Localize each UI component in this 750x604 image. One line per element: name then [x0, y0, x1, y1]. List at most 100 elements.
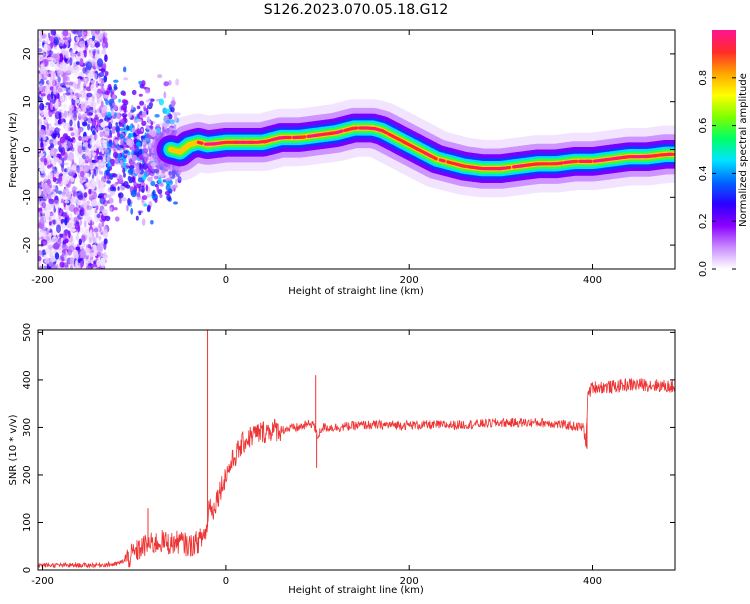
- spectrogram-blob: [40, 198, 46, 201]
- spectrogram-blob: [64, 186, 68, 192]
- spectrogram-blob: [50, 255, 55, 262]
- spectrogram-blob: [39, 83, 43, 91]
- spectrogram-blob: [47, 204, 53, 209]
- spectrogram-blob: [59, 112, 62, 121]
- spectrogram-blob: [113, 152, 118, 159]
- spectrogram-blob: [105, 216, 111, 222]
- spectrogram-blob: [141, 136, 144, 139]
- spectrogram-blob: [139, 211, 142, 215]
- spectrogram-blob: [119, 134, 123, 139]
- spectrogram-blob: [115, 125, 120, 132]
- spectrogram-blob: [144, 204, 148, 207]
- spectrogram-blob: [90, 180, 96, 189]
- spectrogram-ridge-core: [220, 142, 226, 143]
- spectrogram-blob: [61, 147, 66, 156]
- spectrogram-ridge-core: [264, 141, 269, 142]
- spectrogram-blob: [118, 193, 121, 197]
- spectrogram-blob: [98, 188, 102, 193]
- spectrogram-blob: [65, 92, 71, 95]
- spectrogram-blob: [103, 200, 108, 207]
- spectrogram-y-tick-label: 0: [22, 146, 33, 152]
- spectrogram-blob: [69, 57, 72, 65]
- spectrogram-blob: [74, 71, 78, 76]
- spectrogram-blob: [82, 136, 86, 140]
- spectrogram-blob: [62, 30, 68, 37]
- spectrogram-blob: [93, 261, 96, 265]
- spectrogram-blob: [40, 215, 44, 224]
- spectrogram-blob: [44, 158, 47, 166]
- spectrogram-blob: [63, 232, 66, 240]
- spectrogram-blob: [121, 106, 124, 111]
- spectrogram-blob: [130, 161, 135, 165]
- colorbar-tick-label: 0.6: [698, 118, 709, 134]
- spectrogram-blob: [142, 195, 147, 200]
- spectrogram-blob: [114, 183, 117, 187]
- spectrogram-x-tick-label: 400: [583, 275, 602, 286]
- spectrogram-blob: [102, 107, 106, 113]
- spectrogram-blob: [124, 107, 127, 113]
- spectrogram-blob: [117, 186, 119, 191]
- spectrogram-blob: [47, 123, 49, 129]
- spectrogram-blob: [67, 141, 71, 148]
- spectrogram-blob: [112, 103, 116, 106]
- spectrogram-blob: [120, 160, 123, 166]
- spectrogram-blob: [137, 191, 140, 197]
- spectrogram-blob: [68, 152, 74, 161]
- spectrogram-blob: [84, 93, 87, 99]
- spectrogram-blob: [61, 199, 64, 204]
- spectrogram-blob: [107, 135, 112, 138]
- spectrogram-blob: [38, 153, 44, 157]
- spectrogram-blob: [122, 99, 128, 104]
- spectrogram-blob: [112, 173, 117, 177]
- spectrogram-blob: [104, 252, 107, 256]
- spectrogram-blob: [94, 73, 97, 79]
- spectrogram-blob: [81, 32, 87, 35]
- spectrogram-blob: [82, 121, 87, 126]
- spectrogram-blob: [113, 80, 119, 83]
- spectrogram-blob: [39, 103, 44, 111]
- spectrogram-blob: [151, 121, 154, 125]
- spectrogram-blob: [76, 99, 79, 103]
- spectrogram-blob: [133, 133, 137, 137]
- spectrogram-blob: [41, 62, 45, 68]
- spectrogram-blob: [100, 131, 104, 137]
- spectrogram-ridge-core: [602, 160, 608, 161]
- spectrogram-blob: [139, 163, 142, 170]
- spectrogram-blob: [98, 236, 102, 240]
- spectrogram-ridge-core: [477, 168, 483, 169]
- spectrogram-blob: [53, 171, 59, 177]
- spectrogram-blob: [99, 142, 103, 148]
- snr-y-tick-label: 300: [22, 418, 33, 437]
- spectrogram-blob: [70, 50, 74, 56]
- spectrogram-blob: [52, 154, 57, 157]
- spectrogram-y-tick-label: -20: [22, 237, 33, 253]
- spectrogram-blob: [76, 246, 81, 250]
- spectrogram-blob: [50, 102, 53, 110]
- spectrogram-blob: [77, 120, 80, 128]
- spectrogram-blob: [55, 252, 59, 259]
- spectrogram-blob: [84, 165, 89, 172]
- colorbar-tick-label: 0.0: [698, 261, 709, 277]
- spectrogram-blob: [130, 208, 133, 215]
- spectrogram-blob: [94, 146, 97, 151]
- spectrogram-blob: [103, 243, 106, 250]
- snr-y-tick-label: 200: [22, 465, 33, 484]
- spectrogram-blob: [64, 82, 69, 85]
- spectrogram-blob: [141, 121, 146, 126]
- spectrogram-blob: [47, 57, 53, 60]
- spectrogram-ridge-core: [213, 143, 219, 144]
- spectrogram-blob: [87, 112, 93, 117]
- spectrogram-blob: [41, 230, 47, 238]
- spectrogram-blob: [92, 119, 97, 128]
- spectrogram-blob: [82, 231, 87, 236]
- spectrogram-blob: [83, 78, 88, 81]
- spectrogram-blob: [102, 32, 107, 36]
- spectrogram-blob: [74, 217, 80, 223]
- spectrogram-ridge-core: [301, 137, 305, 138]
- spectrogram-blob: [141, 185, 145, 193]
- spectrogram-blob: [97, 97, 100, 103]
- spectrogram-blob: [90, 139, 96, 146]
